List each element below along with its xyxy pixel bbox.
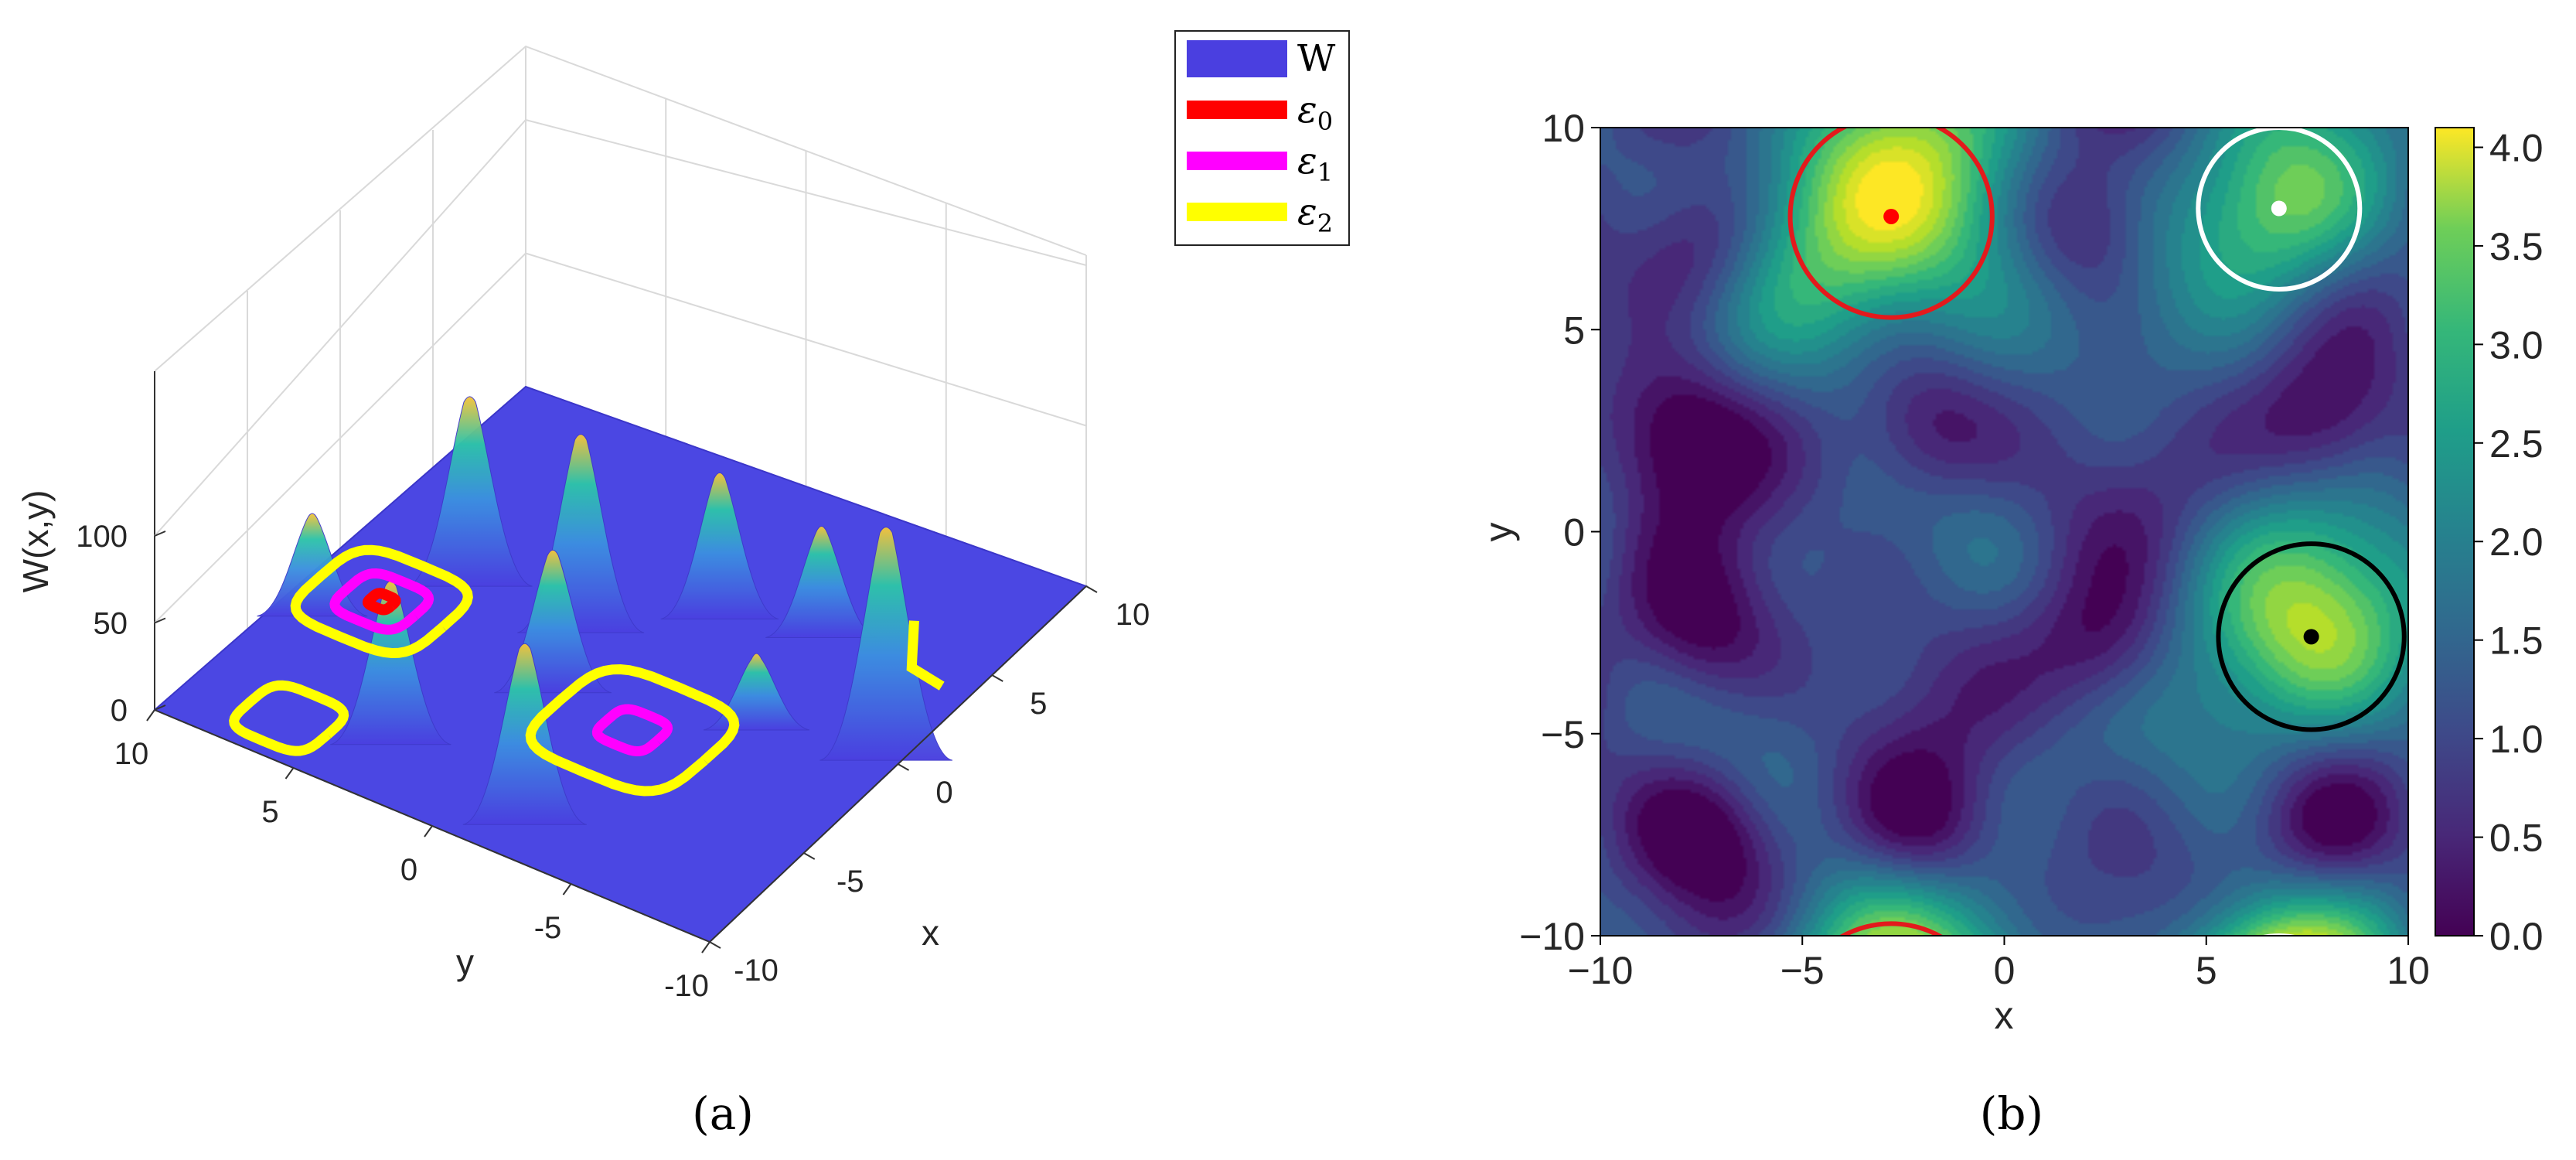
colorbar-tick-label: 2.0: [2489, 520, 2544, 564]
y-tick-mark: [424, 825, 433, 838]
x-tick-label: −5: [1780, 949, 1825, 992]
colorbar: [2435, 127, 2475, 937]
colorbar-tick-label: 1.5: [2489, 619, 2544, 663]
marker-circle: [2216, 541, 2407, 732]
contour-e1: [329, 568, 434, 635]
x-tick-label: 0: [1994, 949, 2015, 992]
y-tick-label: −5: [1541, 713, 1585, 756]
y-tick-label: 10: [1542, 107, 1585, 150]
y-tick-label: 0: [400, 853, 417, 887]
z-tick-label: 50: [94, 607, 128, 641]
y-tick-label: 5: [1563, 309, 1585, 352]
legend-label: ε0: [1297, 88, 1333, 136]
y-axis-label: y: [1477, 523, 1520, 542]
marker-circle: [1838, 921, 1944, 936]
colorbar-tick-label: 4.0: [2489, 126, 2544, 169]
x-tick-label: 10: [2387, 949, 2430, 992]
heatmap-field: [1600, 128, 2408, 936]
energy-contours: [229, 544, 945, 797]
marker-circle: [2196, 128, 2363, 292]
x-tick-mark: [1085, 585, 1098, 593]
surface-peak: [765, 526, 878, 638]
y-tick-label: -10: [664, 969, 709, 1003]
marker-dot: [2271, 200, 2287, 217]
legend-label: W: [1297, 37, 1336, 80]
x-tick-label: 5: [2196, 949, 2217, 992]
legend-label: ε1: [1297, 139, 1333, 187]
z-tick-mark: [154, 617, 166, 624]
colorbar-tick-label: 0.0: [2489, 915, 2544, 958]
x-tick-mark: [709, 941, 721, 949]
y-axis-label: y: [456, 942, 474, 982]
x-tick-label: 0: [935, 776, 952, 810]
marker-dot: [2303, 629, 2319, 645]
markers: [1787, 128, 2407, 1032]
y-tick-mark: [701, 941, 710, 954]
x-axis-label: x: [1995, 994, 2014, 1037]
x-tick-mark: [803, 852, 816, 860]
colorbar-tick-label: 3.0: [2489, 323, 2544, 367]
panel-a-caption: (a): [692, 1087, 754, 1140]
colorbar-tick-label: 2.5: [2489, 422, 2544, 466]
marker-circle: [1787, 128, 1995, 320]
colorbar-tick-label: 1.0: [2489, 718, 2544, 761]
x-axis-label: x: [922, 913, 939, 953]
legend-swatch: [1187, 152, 1287, 170]
z-tick-mark: [154, 705, 166, 711]
surface-peak: [819, 527, 952, 761]
contour-e2: [290, 544, 473, 659]
grid-z-line: [154, 118, 1087, 537]
legend-label: ε2: [1297, 190, 1333, 238]
x-tick-mark: [991, 674, 1003, 682]
marker-circle: [2259, 933, 2298, 936]
legend-swatch: [1187, 101, 1287, 119]
panel-b-caption: (b): [1980, 1087, 2043, 1140]
contour-e2: [525, 664, 740, 797]
y-tick-label: 5: [261, 795, 278, 829]
x-tick-label: 10: [1116, 598, 1150, 632]
contour-e0: [362, 588, 401, 616]
y-tick-mark: [285, 767, 295, 780]
surface-peak: [660, 472, 779, 619]
z-tick-mark: [154, 531, 166, 537]
y-tick-mark: [562, 883, 572, 896]
marker-dot: [1883, 208, 1900, 224]
contour-e2: [229, 680, 349, 756]
axes-grid: [154, 45, 1087, 710]
legend-swatch: [1187, 203, 1287, 221]
y-tick-label: 0: [1563, 511, 1585, 554]
y-tick-label: 10: [114, 737, 149, 771]
z-axis-label: W(x,y): [15, 490, 56, 593]
contour-plot: −10 −5 0 5 10 −10 −5 0 5 10 x y 0.0 0.5 1.0 1.5 2.0 2.…: [1477, 107, 2544, 1140]
contour-e2: [906, 620, 945, 691]
colorbar-ticks: 0.0 0.5 1.0 1.5 2.0 2.5 3.0 3.5 4.0: [2474, 126, 2544, 958]
colorbar-tick-label: 0.5: [2489, 817, 2544, 860]
x-tick-mark: [898, 763, 909, 771]
surface-peak: [462, 643, 587, 825]
z-tick-label: 100: [76, 520, 128, 554]
axis-ticks: −10 −5 0 5 10 −10 −5 0 5 10: [1519, 107, 2430, 992]
marker-dot: [2271, 1009, 2287, 1025]
y-tick-label: -5: [534, 911, 562, 945]
colorbar-tick-label: 3.5: [2489, 225, 2544, 268]
z-tick-label: 0: [111, 694, 128, 728]
contour-e1: [591, 704, 673, 757]
grid-z-line: [154, 252, 1087, 624]
x-tick-label: −10: [1568, 949, 1634, 992]
x-tick-label: 5: [1030, 687, 1047, 721]
x-tick-label: -5: [837, 865, 864, 899]
y-tick-label: −10: [1519, 915, 1585, 958]
marker-dot: [1883, 1017, 1899, 1032]
y-tick-mark: [146, 709, 155, 722]
surface-peak: [407, 396, 533, 587]
legend-swatch: [1187, 40, 1287, 77]
panel-b: −10 −5 0 5 10 −10 −5 0 5 10 x y 0.0 0.5 1.0 1.5 2.0 2.…: [1376, 0, 2576, 1160]
x-tick-label: -10: [734, 954, 779, 988]
